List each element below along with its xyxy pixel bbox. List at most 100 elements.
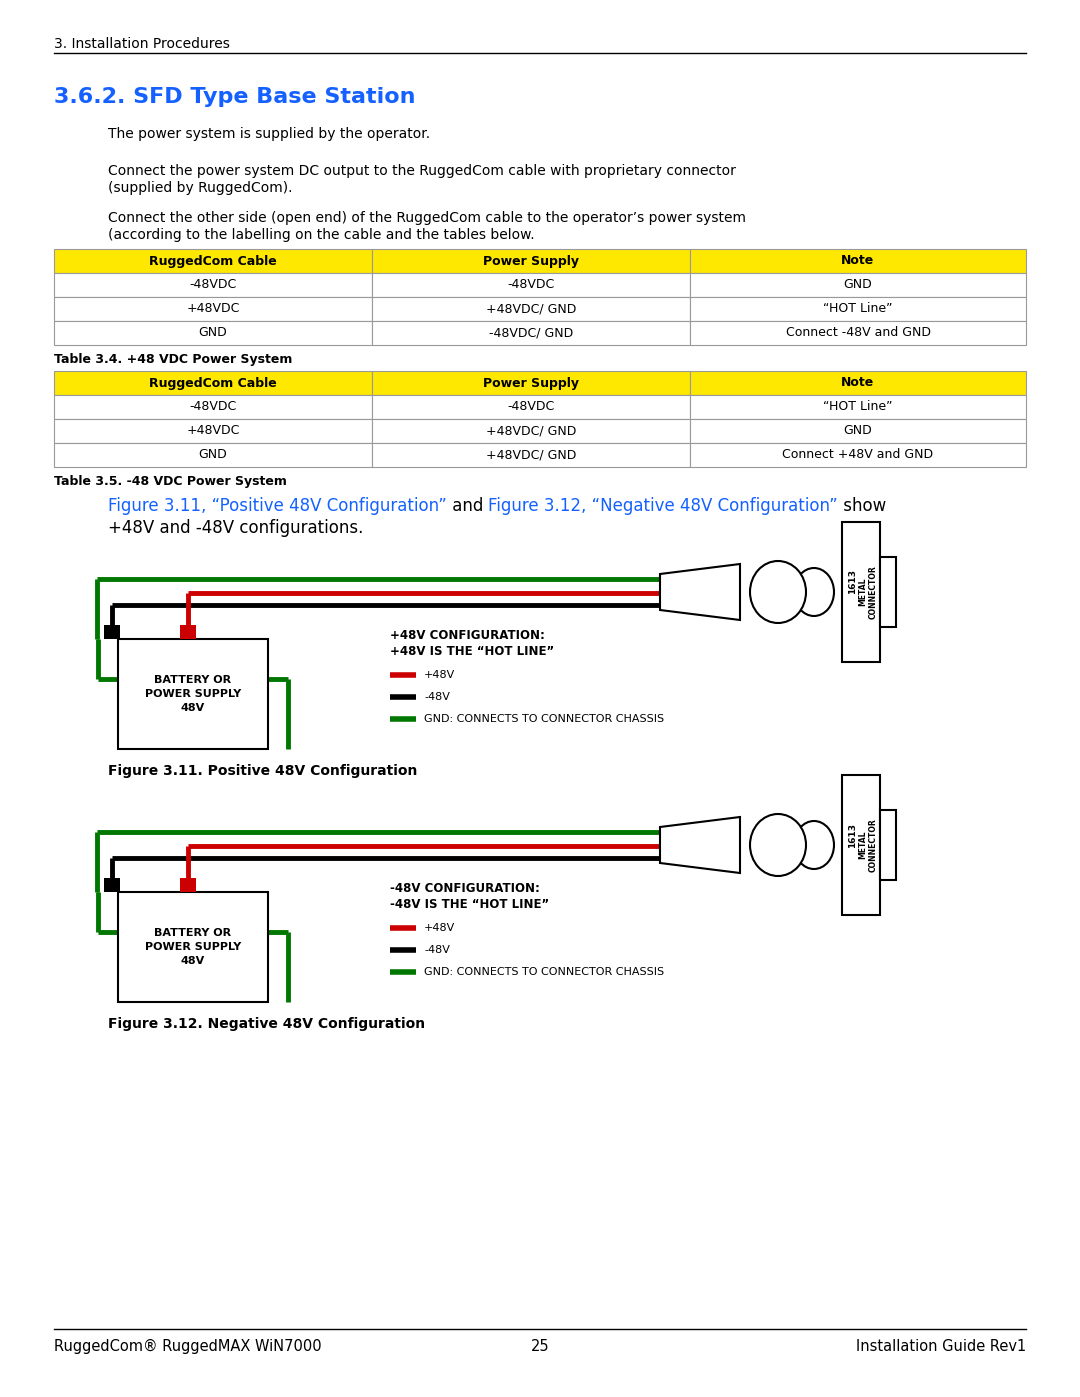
- Bar: [372, 419, 690, 443]
- Bar: [118, 638, 268, 749]
- Polygon shape: [660, 564, 740, 620]
- Text: Table 3.5. -48 VDC Power System: Table 3.5. -48 VDC Power System: [54, 475, 287, 488]
- Bar: [54, 372, 372, 395]
- Text: -48V: -48V: [424, 944, 450, 956]
- Text: 25: 25: [530, 1338, 550, 1354]
- Bar: [54, 321, 372, 345]
- Text: -48VDC: -48VDC: [508, 401, 555, 414]
- Ellipse shape: [750, 814, 806, 876]
- Bar: [372, 272, 690, 298]
- Bar: [54, 395, 372, 419]
- Text: GND: CONNECTS TO CONNECTOR CHASSIS: GND: CONNECTS TO CONNECTOR CHASSIS: [424, 967, 664, 977]
- Text: +48VDC: +48VDC: [187, 425, 240, 437]
- Text: Note: Note: [841, 377, 875, 390]
- Text: 1613: 1613: [849, 570, 858, 595]
- Text: Power Supply: Power Supply: [483, 377, 579, 390]
- Text: METAL
CONNECTOR: METAL CONNECTOR: [859, 819, 878, 872]
- Bar: [690, 395, 1026, 419]
- Ellipse shape: [794, 821, 834, 869]
- Text: 1613: 1613: [849, 823, 858, 848]
- Text: Connect the power system DC output to the RuggedCom cable with proprietary conne: Connect the power system DC output to th…: [108, 163, 735, 177]
- Text: Table 3.4. +48 VDC Power System: Table 3.4. +48 VDC Power System: [54, 353, 293, 366]
- Bar: [104, 877, 120, 893]
- Text: Connect -48V and GND: Connect -48V and GND: [785, 327, 931, 339]
- Bar: [690, 272, 1026, 298]
- Text: +48V: +48V: [424, 923, 456, 933]
- Text: BATTERY OR: BATTERY OR: [154, 675, 231, 685]
- Bar: [372, 395, 690, 419]
- Text: GND: GND: [199, 327, 228, 339]
- Bar: [372, 372, 690, 395]
- Text: -48V IS THE “HOT LINE”: -48V IS THE “HOT LINE”: [390, 898, 550, 911]
- Bar: [372, 249, 690, 272]
- Ellipse shape: [750, 562, 806, 623]
- Text: BATTERY OR: BATTERY OR: [154, 928, 231, 937]
- Ellipse shape: [794, 569, 834, 616]
- Text: +48VDC/ GND: +48VDC/ GND: [486, 303, 577, 316]
- Bar: [54, 419, 372, 443]
- Bar: [690, 443, 1026, 467]
- Text: Figure 3.11, “Positive 48V Configuration”: Figure 3.11, “Positive 48V Configuration…: [108, 497, 447, 515]
- Text: (according to the labelling on the cable and the tables below.: (according to the labelling on the cable…: [108, 228, 535, 242]
- Bar: [690, 419, 1026, 443]
- Bar: [372, 443, 690, 467]
- Text: show: show: [838, 497, 887, 515]
- Text: -48VDC/ GND: -48VDC/ GND: [489, 327, 573, 339]
- Text: 48V: 48V: [180, 956, 205, 965]
- Text: Installation Guide Rev1: Installation Guide Rev1: [855, 1338, 1026, 1354]
- Bar: [880, 810, 896, 880]
- Text: Connect +48V and GND: Connect +48V and GND: [782, 448, 933, 461]
- Text: 48V: 48V: [180, 703, 205, 712]
- Bar: [880, 557, 896, 627]
- Text: -48VDC: -48VDC: [508, 278, 555, 292]
- Bar: [372, 298, 690, 321]
- Bar: [54, 443, 372, 467]
- Text: 3. Installation Procedures: 3. Installation Procedures: [54, 36, 230, 52]
- Bar: [690, 321, 1026, 345]
- Text: METAL
CONNECTOR: METAL CONNECTOR: [859, 566, 878, 619]
- Text: RuggedCom Cable: RuggedCom Cable: [149, 377, 276, 390]
- Text: -48V CONFIGURATION:: -48V CONFIGURATION:: [390, 882, 540, 895]
- Bar: [54, 298, 372, 321]
- Text: GND: CONNECTS TO CONNECTOR CHASSIS: GND: CONNECTS TO CONNECTOR CHASSIS: [424, 714, 664, 724]
- Text: Figure 3.12, “Negative 48V Configuration”: Figure 3.12, “Negative 48V Configuration…: [488, 497, 838, 515]
- Bar: [372, 321, 690, 345]
- Text: Connect the other side (open end) of the RuggedCom cable to the operator’s power: Connect the other side (open end) of the…: [108, 211, 746, 225]
- Text: Power Supply: Power Supply: [483, 254, 579, 267]
- Text: +48VDC: +48VDC: [187, 303, 240, 316]
- Text: “HOT Line”: “HOT Line”: [823, 303, 893, 316]
- Text: +48VDC/ GND: +48VDC/ GND: [486, 425, 577, 437]
- Text: +48V: +48V: [424, 671, 456, 680]
- Text: “HOT Line”: “HOT Line”: [823, 401, 893, 414]
- Text: GND: GND: [843, 425, 873, 437]
- Text: GND: GND: [843, 278, 873, 292]
- Bar: [104, 624, 120, 638]
- Text: (supplied by RuggedCom).: (supplied by RuggedCom).: [108, 182, 293, 196]
- Text: and: and: [447, 497, 488, 515]
- Text: Note: Note: [841, 254, 875, 267]
- Text: POWER SUPPLY: POWER SUPPLY: [145, 942, 241, 951]
- Bar: [842, 522, 880, 662]
- Text: RuggedCom® RuggedMAX WiN7000: RuggedCom® RuggedMAX WiN7000: [54, 1338, 322, 1354]
- Text: -48V: -48V: [424, 692, 450, 703]
- Bar: [690, 372, 1026, 395]
- Text: +48V and -48V configurations.: +48V and -48V configurations.: [108, 520, 363, 536]
- Text: +48V IS THE “HOT LINE”: +48V IS THE “HOT LINE”: [390, 645, 554, 658]
- Bar: [180, 624, 195, 638]
- Bar: [54, 249, 372, 272]
- Bar: [690, 249, 1026, 272]
- Text: -48VDC: -48VDC: [189, 278, 237, 292]
- Text: 3.6.2. SFD Type Base Station: 3.6.2. SFD Type Base Station: [54, 87, 416, 108]
- Bar: [118, 893, 268, 1002]
- Text: +48V CONFIGURATION:: +48V CONFIGURATION:: [390, 629, 545, 643]
- Bar: [690, 298, 1026, 321]
- Polygon shape: [660, 817, 740, 873]
- Text: Figure 3.11. Positive 48V Configuration: Figure 3.11. Positive 48V Configuration: [108, 764, 417, 778]
- Text: -48VDC: -48VDC: [189, 401, 237, 414]
- Text: GND: GND: [199, 448, 228, 461]
- Text: Figure 3.12. Negative 48V Configuration: Figure 3.12. Negative 48V Configuration: [108, 1017, 426, 1031]
- Text: The power system is supplied by the operator.: The power system is supplied by the oper…: [108, 127, 430, 141]
- Bar: [842, 775, 880, 915]
- Bar: [180, 877, 195, 893]
- Text: RuggedCom Cable: RuggedCom Cable: [149, 254, 276, 267]
